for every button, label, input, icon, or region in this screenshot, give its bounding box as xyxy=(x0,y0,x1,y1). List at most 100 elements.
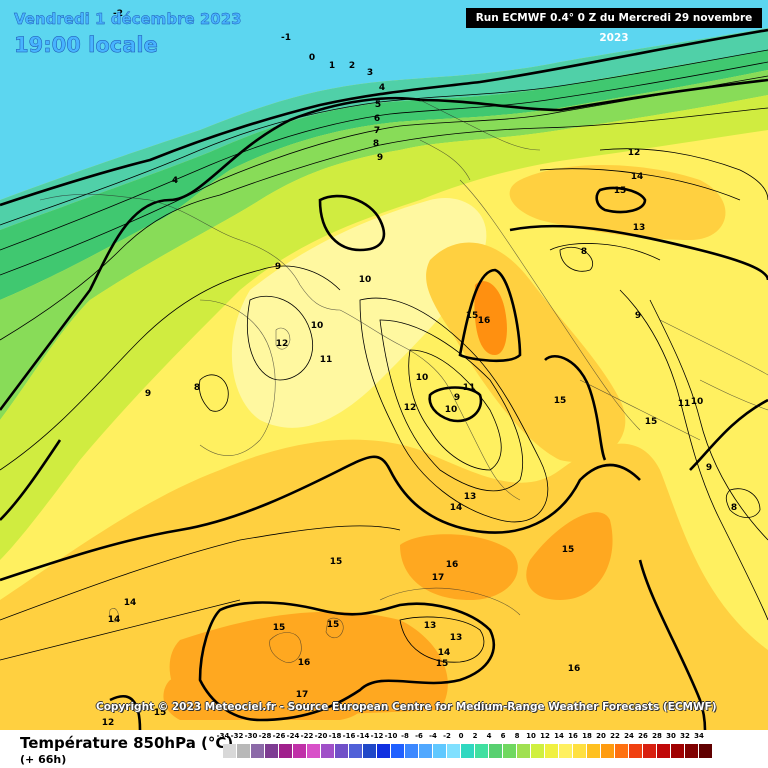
contour-label: 13 xyxy=(424,621,437,631)
legend-label: 22 xyxy=(610,732,620,740)
contour-label: 15 xyxy=(154,708,167,718)
mild-region-paleyellow xyxy=(231,198,487,428)
legend-swatch xyxy=(377,744,391,758)
contour-label: 6 xyxy=(374,114,380,124)
legend-label: 2 xyxy=(472,732,478,740)
legend-swatch xyxy=(657,744,671,758)
legend-swatch xyxy=(699,744,713,758)
copyright-notice: Copyright © 2023 Meteociel.fr - Source E… xyxy=(96,701,717,713)
legend-label: 10 xyxy=(526,732,536,740)
contour-label: 15 xyxy=(466,311,479,321)
contour-label: 17 xyxy=(432,573,445,583)
legend-swatch xyxy=(321,744,335,758)
legend-label: 28 xyxy=(652,732,662,740)
legend-label: 20 xyxy=(596,732,606,740)
contour-label: 17 xyxy=(296,690,309,700)
contour-label: 4 xyxy=(379,83,385,93)
contour-label: 15 xyxy=(554,396,567,406)
legend-label: 0 xyxy=(458,732,464,740)
legend-swatch xyxy=(391,744,405,758)
cold-region-cyan xyxy=(0,0,768,200)
contour-label: -1 xyxy=(281,33,291,43)
legend-swatch xyxy=(517,744,531,758)
contour-label: 15 xyxy=(614,186,627,196)
legend-swatch xyxy=(363,744,377,758)
warm-region-orange-central xyxy=(400,534,518,600)
legend-swatch xyxy=(601,744,615,758)
legend-label: 24 xyxy=(624,732,634,740)
contour-label: 3 xyxy=(367,68,373,78)
contour-label: 4 xyxy=(172,176,178,186)
legend-swatch xyxy=(615,744,629,758)
legend-swatch xyxy=(573,744,587,758)
legend-label: -2 xyxy=(443,732,451,740)
legend-swatch xyxy=(251,744,265,758)
contour-label: -2 xyxy=(113,9,123,19)
thin-contours xyxy=(0,49,768,663)
contour-label: 9 xyxy=(454,393,460,403)
warm-region-orange-south xyxy=(163,659,371,720)
contour-label: 13 xyxy=(464,492,477,502)
warm-region-orange-nucleus xyxy=(474,281,507,355)
legend-swatch xyxy=(643,744,657,758)
legend-swatch xyxy=(587,744,601,758)
contour-label: 0 xyxy=(309,53,315,63)
legend-swatch xyxy=(433,744,447,758)
legend-label: 32 xyxy=(680,732,690,740)
contour-label: 14 xyxy=(438,648,451,658)
contour-label: 13 xyxy=(450,633,463,643)
legend-swatch xyxy=(489,744,503,758)
legend-label: 34 xyxy=(694,732,704,740)
contour-label: 12 xyxy=(404,403,417,413)
contour-label: 14 xyxy=(450,503,463,513)
legend-swatch xyxy=(223,744,237,758)
contour-label: 5 xyxy=(375,100,381,110)
legend-label: -24 xyxy=(286,732,300,740)
temperature-map: -2 -1 0 1 2 3 4 5 6 7 8 9 4 9 10 10 12 11 8 9 12 14 15 13 8 15 16 9… xyxy=(0,0,768,731)
legend-swatch xyxy=(475,744,489,758)
legend-swatch xyxy=(293,744,307,758)
contour-label: 15 xyxy=(436,659,449,669)
contour-label: 10 xyxy=(691,397,704,407)
cold-region-teal xyxy=(0,28,768,230)
valid-time: 19:00 locale xyxy=(14,33,158,58)
contour-label: 15 xyxy=(562,545,575,555)
legend-label: 26 xyxy=(638,732,648,740)
legend-label: 12 xyxy=(540,732,550,740)
legend-label: -28 xyxy=(258,732,272,740)
contour-label: 10 xyxy=(359,275,372,285)
legend-swatch xyxy=(447,744,461,758)
legend-label: -26 xyxy=(272,732,286,740)
legend-swatch xyxy=(461,744,475,758)
contour-label: 7 xyxy=(374,126,380,136)
legend-swatch xyxy=(531,744,545,758)
contour-label: 15 xyxy=(645,417,658,427)
contour-label: 8 xyxy=(581,247,587,257)
legend-label: -34 xyxy=(216,732,230,740)
contour-label: 13 xyxy=(633,223,646,233)
contour-label: 12 xyxy=(276,339,289,349)
legend-swatch xyxy=(349,744,363,758)
legend-label: -20 xyxy=(314,732,328,740)
contour-label: 9 xyxy=(635,311,641,321)
coastlines xyxy=(39,99,768,663)
legend-swatch xyxy=(279,744,293,758)
contour-label: 16 xyxy=(478,316,491,326)
contour-label: 8 xyxy=(194,383,200,393)
contour-label: 11 xyxy=(678,399,691,409)
cool-region-green xyxy=(0,50,768,300)
contour-label: 10 xyxy=(416,373,429,383)
legend-swatch xyxy=(545,744,559,758)
contour-label: 8 xyxy=(731,503,737,513)
legend-label: -10 xyxy=(384,732,398,740)
legend-label: -16 xyxy=(342,732,356,740)
contour-label: 12 xyxy=(628,148,641,158)
legend-label: 4 xyxy=(486,732,492,740)
legend-swatch xyxy=(265,744,279,758)
contour-label: 11 xyxy=(463,383,476,393)
legend-label: -6 xyxy=(415,732,423,740)
legend-label: 6 xyxy=(500,732,506,740)
legend-swatch xyxy=(335,744,349,758)
legend-label: 18 xyxy=(582,732,592,740)
